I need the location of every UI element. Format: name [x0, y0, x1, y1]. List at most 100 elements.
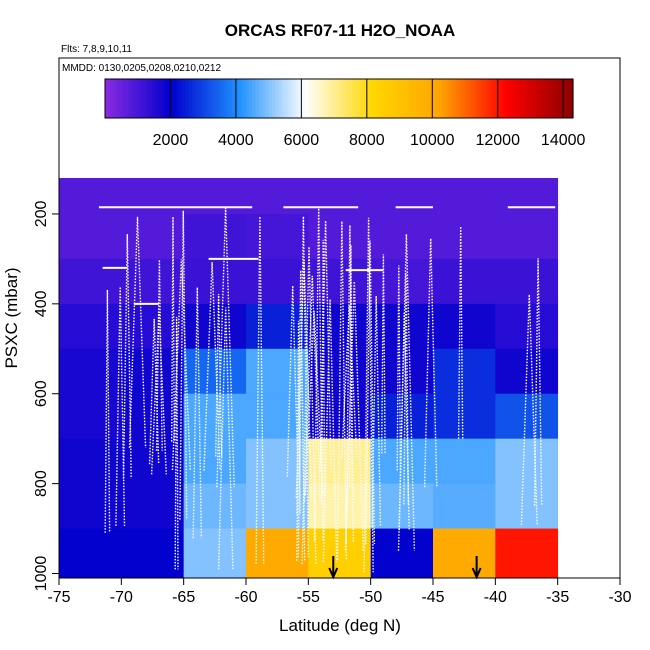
colorbar-segment	[292, 79, 297, 118]
colorbar-segment	[405, 79, 410, 118]
flight-profile	[533, 258, 543, 506]
colorbar-segment	[415, 79, 420, 118]
x-axis: -75 -70 -65 -60 -55 -50 -45 -40 -35 -30	[47, 578, 632, 606]
colorbar-segment	[399, 79, 404, 118]
heatmap-cell	[183, 483, 247, 529]
colorbar-segment	[452, 79, 457, 118]
heatmap-cell	[308, 483, 372, 529]
colorbar-segment	[141, 79, 146, 118]
flight-profile	[122, 234, 132, 479]
colorbar-segment	[389, 79, 394, 118]
colorbar-segment	[395, 79, 400, 118]
colorbar-segment	[379, 79, 384, 118]
colorbar-segment	[362, 79, 367, 118]
heatmap-cell	[433, 393, 496, 440]
colorbar-segment	[552, 79, 557, 118]
flight-profile	[403, 272, 410, 505]
heatmap-cell	[433, 348, 496, 395]
heatmap-cell	[370, 258, 434, 305]
colorbar-segment	[205, 79, 210, 118]
colorbar-segment	[105, 79, 109, 118]
heatmap-cell	[246, 258, 309, 305]
flight-tracks	[98, 206, 556, 573]
colorbar-segment	[482, 79, 487, 118]
colorbar-segment	[155, 79, 160, 118]
colorbar-segment	[272, 79, 277, 118]
colorbar-segment	[148, 79, 153, 118]
colorbar-segment	[359, 79, 363, 118]
x-tick-label: -70	[110, 589, 133, 606]
heatmap-cell	[59, 483, 122, 529]
colorbar-segment	[161, 79, 166, 118]
heatmap-cell	[59, 528, 122, 579]
heatmap-cell	[495, 483, 559, 529]
heatmap-cell	[433, 483, 496, 529]
colorbar-segment	[245, 79, 250, 118]
colorbar-segment	[178, 79, 183, 118]
heatmap-cells	[59, 178, 559, 579]
latitude-arrow	[471, 556, 482, 580]
flight-profile	[128, 216, 147, 448]
flight-profile	[304, 310, 324, 495]
flight-profile	[296, 320, 301, 514]
colorbar-segment	[255, 79, 260, 118]
dates-note: MMDD: 0130,0205,0208,0210,0212	[62, 63, 221, 74]
heatmap-cell	[183, 303, 247, 350]
heatmap-cell	[370, 213, 434, 260]
colorbar-segment	[285, 79, 290, 118]
heatmap-cell	[246, 178, 309, 215]
heatmap-cell	[121, 528, 185, 579]
heatmap-cell	[59, 213, 122, 260]
flight-profile	[381, 254, 386, 454]
heatmap-cell	[59, 178, 122, 215]
colorbar-segment	[228, 79, 233, 118]
colorbar-segment	[181, 79, 186, 118]
heatmap-cell	[121, 483, 185, 529]
colorbar-segment	[539, 79, 544, 118]
colorbar-segment	[549, 79, 554, 118]
colorbar-segment	[225, 79, 230, 118]
heatmap-cell	[495, 178, 559, 215]
flight-profile	[322, 299, 338, 563]
heatmap-cell	[495, 528, 559, 579]
colorbar-segment	[409, 79, 414, 118]
flight-profile	[192, 287, 203, 539]
colorbar-segment	[502, 79, 507, 118]
colorbar-segment	[375, 79, 380, 118]
flight-profile	[396, 265, 402, 471]
colorbar-segment	[412, 79, 417, 118]
flight-profile	[296, 270, 306, 561]
colorbar-segment	[145, 79, 150, 118]
flight-profile	[150, 311, 167, 475]
flight-profile	[349, 244, 353, 487]
flight-profile	[345, 225, 355, 543]
colorbar-segment	[365, 79, 370, 118]
colorbar-segment	[349, 79, 353, 118]
x-tick-label: -65	[172, 589, 195, 606]
flight-profile	[301, 246, 317, 565]
colorbar-segment	[232, 79, 236, 118]
colorbar-segment	[476, 79, 480, 118]
y-tick-label: 200	[33, 201, 50, 228]
flight-profile	[171, 259, 191, 471]
colorbar-segment	[118, 79, 123, 118]
colorbar-segment	[288, 79, 293, 118]
colorbar-segment	[435, 79, 440, 118]
colorbar-segment	[318, 79, 323, 118]
colorbar-tick-label: 14000	[541, 132, 586, 149]
colorbar-segment	[222, 79, 226, 118]
heatmap-cell	[370, 483, 434, 529]
heatmap-cell	[183, 528, 247, 579]
x-tick-label: -60	[234, 589, 257, 606]
colorbar-segment	[562, 79, 567, 118]
heatmap-cell	[433, 178, 496, 215]
y-axis-title: PSXC (mbar)	[2, 267, 21, 368]
flight-profile	[286, 285, 299, 477]
flight-profile	[215, 293, 223, 457]
x-tick-label: -30	[608, 589, 631, 606]
heatmap-cell	[495, 393, 559, 440]
flight-profile	[398, 313, 410, 531]
colorbar-segment	[128, 79, 133, 118]
heatmap-cell	[183, 438, 247, 485]
